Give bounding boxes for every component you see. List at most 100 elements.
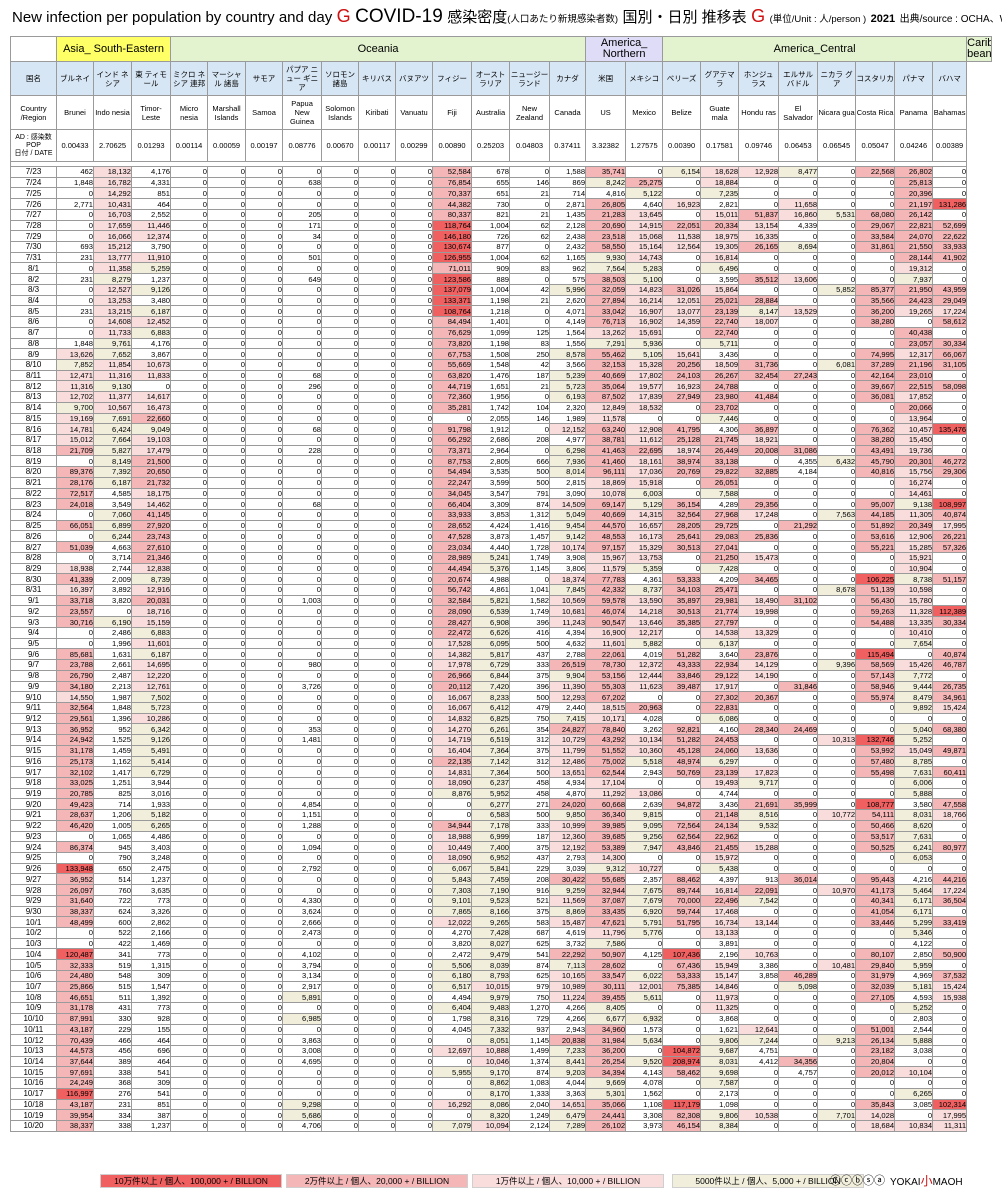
value-cell: 75,385 <box>662 980 702 993</box>
value-cell: 0 <box>817 691 857 703</box>
value-cell: 1,374 <box>509 1055 551 1068</box>
value-cell: 0 <box>56 230 94 243</box>
value-cell: 1,562 <box>625 1087 664 1100</box>
value-cell: 6,825 <box>471 712 511 725</box>
value-cell: 0 <box>817 423 857 435</box>
value-cell: 0 <box>170 959 209 971</box>
value-cell: 649 <box>282 273 323 285</box>
title-g-mark-2: G <box>751 6 766 26</box>
value-cell: 7,303 <box>432 884 473 896</box>
value-cell: 0 <box>778 423 819 435</box>
value-cell: 0 <box>932 208 968 221</box>
date-cell: 8/25 <box>10 519 57 532</box>
value-cell: 0 <box>207 348 247 360</box>
date-cell: 10/11 <box>10 1023 57 1036</box>
value-cell: 13,086 <box>625 787 664 800</box>
value-cell: 6,171 <box>894 894 934 907</box>
value-cell: 0 <box>395 1098 434 1111</box>
value-cell: 22,622 <box>932 230 968 243</box>
date-cell: 9/3 <box>10 616 57 628</box>
value-cell: 0 <box>932 819 968 832</box>
value-cell: 43,187 <box>56 1098 94 1111</box>
value-cell: 851 <box>130 1098 172 1111</box>
value-cell: 27,968 <box>700 509 740 521</box>
value-cell: 46,154 <box>662 1119 702 1132</box>
value-cell: 9,101 <box>432 894 473 907</box>
value-cell: 0 <box>932 626 968 639</box>
value-cell: 23,139 <box>700 305 740 318</box>
value-cell: 0 <box>207 573 247 586</box>
value-cell: 26,519 <box>549 659 587 671</box>
value-cell: 1,165 <box>549 251 587 264</box>
value-cell: 5,299 <box>894 916 934 929</box>
date-cell: 9/6 <box>10 648 57 661</box>
value-cell: 0 <box>817 316 857 328</box>
value-cell: 0 <box>625 691 664 703</box>
value-cell: 10,481 <box>817 959 857 971</box>
date-cell: 8/21 <box>10 476 57 489</box>
value-cell: 62 <box>509 219 551 232</box>
value-cell: 24,441 <box>585 1109 627 1121</box>
value-cell: 4,361 <box>625 573 664 586</box>
value-cell: 10,431 <box>93 198 132 210</box>
value-cell: 0 <box>778 1002 819 1014</box>
value-cell: 11,833 <box>130 369 172 382</box>
table-row: 9/5 0 1,996 11,601 0 0 0 0 0 0 0 17,528 6,095 500 4,63… <box>10 637 992 650</box>
value-cell: 0 <box>170 798 209 811</box>
value-cell: 0 <box>778 1034 819 1046</box>
date-cell: 8/17 <box>10 433 57 446</box>
value-cell: 0 <box>170 991 209 1004</box>
value-cell: 146 <box>509 412 551 425</box>
value-cell: 60,411 <box>932 766 968 778</box>
country-name-jp: インド ネシア <box>93 61 132 96</box>
value-cell: 0 <box>395 873 434 886</box>
value-cell: 0 <box>395 208 434 221</box>
value-cell: 22,740 <box>700 326 740 339</box>
table-row: 10/12 70,439 466 464 0 0 0 3,863 0 0 0 0 8,051 1,145 2… <box>10 1034 992 1046</box>
value-cell: 15,426 <box>894 659 934 671</box>
value-cell: 541 <box>130 1087 172 1100</box>
value-cell: 4,619 <box>549 927 587 939</box>
value-cell: 0 <box>395 358 434 371</box>
value-cell: 0 <box>662 1077 702 1089</box>
value-cell: 9,138 <box>894 498 934 510</box>
value-cell: 521 <box>509 894 551 907</box>
value-cell: 0 <box>245 412 284 425</box>
value-cell: 0 <box>170 905 209 918</box>
value-cell: 0 <box>358 701 397 714</box>
value-cell: 35,741 <box>585 166 627 178</box>
country-name-jp-text: フィジー <box>437 74 467 83</box>
value-cell: 0 <box>817 241 857 253</box>
value-cell: 33,933 <box>432 509 473 521</box>
value-cell: 36,897 <box>738 423 780 435</box>
value-cell: 0 <box>170 980 209 993</box>
value-cell: 0 <box>245 401 284 414</box>
value-cell: 0 <box>245 530 284 543</box>
value-cell: 69,147 <box>585 498 627 510</box>
value-cell: 0 <box>170 1034 209 1046</box>
value-cell: 24,453 <box>700 734 740 746</box>
title-g-mark-1: G <box>336 6 351 26</box>
value-cell: 0 <box>395 391 434 403</box>
value-cell: 0 <box>738 1098 780 1111</box>
value-cell: 20,838 <box>549 1034 587 1046</box>
value-cell: 22,934 <box>700 659 740 671</box>
value-cell: 0 <box>778 337 819 350</box>
value-cell: 0 <box>56 219 94 232</box>
value-cell: 7,947 <box>625 841 664 853</box>
value-cell: 5,888 <box>894 1034 934 1046</box>
value-cell: 0 <box>170 659 209 671</box>
value-cell: 15,164 <box>625 241 664 253</box>
value-cell: 0 <box>855 637 896 650</box>
value-cell: 14,315 <box>625 509 664 521</box>
value-cell: 0 <box>282 637 323 650</box>
value-cell: 4,078 <box>625 1077 664 1089</box>
value-cell: 0 <box>170 584 209 596</box>
value-cell: 32,039 <box>855 980 896 993</box>
country-name-en-text: Australia <box>475 108 506 117</box>
value-cell: 0 <box>170 326 209 339</box>
date-cell: 10/14 <box>10 1055 57 1068</box>
value-cell: 60,668 <box>585 798 627 811</box>
value-cell: 0 <box>245 1023 284 1036</box>
value-cell: 3,436 <box>700 798 740 811</box>
